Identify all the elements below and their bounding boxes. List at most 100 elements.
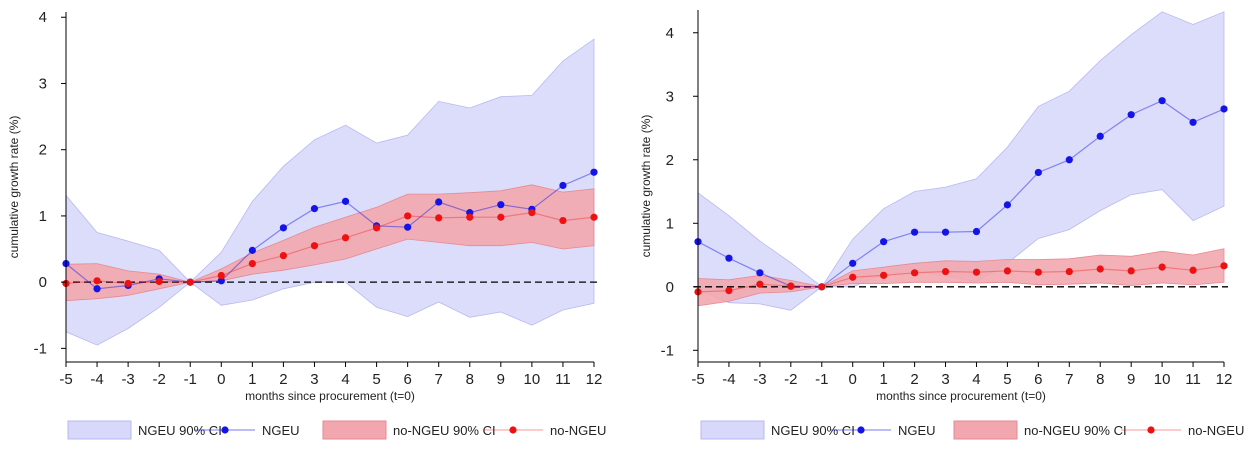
ngeu-point — [972, 227, 981, 236]
nongeu-point — [972, 268, 981, 276]
x-tick-label: -2 — [153, 371, 166, 388]
nongeu-point — [93, 277, 101, 285]
y-tick-label: 1 — [39, 208, 47, 225]
nongeu-point — [497, 213, 505, 221]
nongeu-point — [124, 279, 132, 288]
legend-ngeu-ci-label: NGEU 90% CI — [771, 423, 855, 438]
legend-ngeu-ci-swatch — [700, 420, 765, 440]
x-tick-label: -1 — [184, 371, 197, 388]
ngeu-point — [310, 205, 319, 213]
x-tick-label: 7 — [1065, 371, 1073, 388]
x-tick-label: 12 — [1216, 371, 1233, 388]
x-tick-label: -5 — [59, 371, 72, 388]
nongeu-point — [910, 269, 919, 277]
x-tick-label: 11 — [1185, 371, 1201, 388]
x-tick-label: -4 — [90, 371, 103, 388]
y-tick-label: -1 — [661, 342, 674, 359]
ngeu-point — [93, 285, 101, 293]
ngeu-point — [1065, 156, 1073, 164]
y-tick-label: 4 — [666, 25, 674, 42]
ngeu-ci-band — [65, 38, 595, 346]
ngeu-point — [849, 259, 857, 267]
ngeu-point — [497, 201, 505, 209]
nongeu-point — [341, 234, 350, 242]
nongeu-point — [248, 260, 256, 268]
ngeu-point — [559, 181, 567, 190]
ngeu-point — [725, 254, 733, 262]
nongeu-point — [1096, 265, 1104, 273]
nongeu-line — [65, 211, 595, 285]
x-tick-label: 5 — [372, 371, 380, 388]
nongeu-point — [155, 277, 163, 286]
ngeu-point — [435, 198, 443, 206]
x-tick-label: 8 — [466, 371, 474, 388]
legend-ngeu-label: NGEU — [898, 423, 936, 438]
ngeu-point — [880, 238, 888, 246]
x-tick-label: 4 — [972, 371, 980, 388]
y-tick-label: 0 — [39, 274, 47, 291]
ngeu-point — [404, 223, 412, 231]
x-tick-label: 9 — [497, 371, 505, 388]
x-tick-label: 2 — [279, 371, 287, 388]
legend-nongeu-ci-swatch — [953, 420, 1018, 440]
nongeu-line — [697, 265, 1225, 293]
legend-ngeu-ci-swatch — [67, 420, 132, 440]
legend-nongeu-ci-swatch — [322, 420, 387, 440]
nongeu-point — [1158, 263, 1166, 271]
ngeu-point — [1158, 97, 1166, 105]
ngeu-point — [1034, 168, 1042, 177]
x-axis-title: months since procurement (t=0) — [245, 389, 415, 403]
ngeu-point — [1189, 118, 1197, 126]
ngeu-point — [910, 228, 919, 236]
legend-ngeu-label: NGEU — [262, 423, 300, 438]
legend-nongeu-ci-label: no-NGEU 90% CI — [393, 423, 496, 438]
nongeu-point — [787, 282, 795, 290]
x-tick-label: 1 — [248, 371, 256, 388]
nongeu-point — [404, 212, 412, 220]
legend-nongeu-ci-label: no-NGEU 90% CI — [1024, 423, 1127, 438]
nongeu-point — [217, 271, 225, 280]
x-tick-label: 0 — [217, 371, 225, 388]
x-tick-label: 3 — [941, 371, 949, 388]
x-tick-label: 8 — [1096, 371, 1104, 388]
ngeu-point — [217, 277, 225, 285]
nongeu-point — [559, 216, 567, 225]
x-tick-label: 3 — [310, 371, 318, 388]
y-tick-label: 4 — [39, 9, 47, 26]
nongeu-point — [466, 213, 474, 221]
nongeu-ci-band — [697, 248, 1225, 307]
x-tick-label: 12 — [586, 371, 603, 388]
y-axis-title: cumulative growth rate (%) — [7, 116, 21, 259]
legend-nongeu-label: no-NGEU — [550, 423, 606, 438]
x-tick-label: 10 — [524, 371, 541, 388]
x-tick-label: 9 — [1127, 371, 1135, 388]
x-tick-label: 6 — [1034, 371, 1042, 388]
ngeu-point — [1127, 111, 1135, 119]
nongeu-point — [186, 278, 194, 286]
x-tick-label: 5 — [1003, 371, 1011, 388]
x-axis-title: months since procurement (t=0) — [876, 389, 1046, 403]
nongeu-point — [849, 273, 857, 281]
nongeu-point — [1003, 267, 1012, 275]
ngeu-line — [697, 100, 1225, 288]
x-tick-label: 2 — [910, 371, 918, 388]
legend-ngeu-point-swatch — [857, 426, 865, 434]
nongeu-point — [941, 267, 950, 276]
nongeu-point — [880, 271, 888, 279]
nongeu-point — [528, 209, 536, 217]
x-tick-label: -5 — [691, 371, 704, 388]
nongeu-point — [279, 252, 288, 260]
legend-nongeu-label: no-NGEU — [1188, 423, 1244, 438]
nongeu-point — [1189, 266, 1197, 274]
nongeu-point — [372, 224, 381, 232]
legend-nongeu-point-swatch — [1147, 426, 1155, 434]
ngeu-point — [248, 246, 256, 254]
nongeu-point — [435, 214, 443, 222]
x-tick-label: -2 — [784, 371, 797, 388]
nongeu-point — [310, 242, 319, 250]
x-tick-label: 1 — [879, 371, 887, 388]
x-tick-label: 6 — [403, 371, 411, 388]
ngeu-point — [756, 269, 764, 277]
